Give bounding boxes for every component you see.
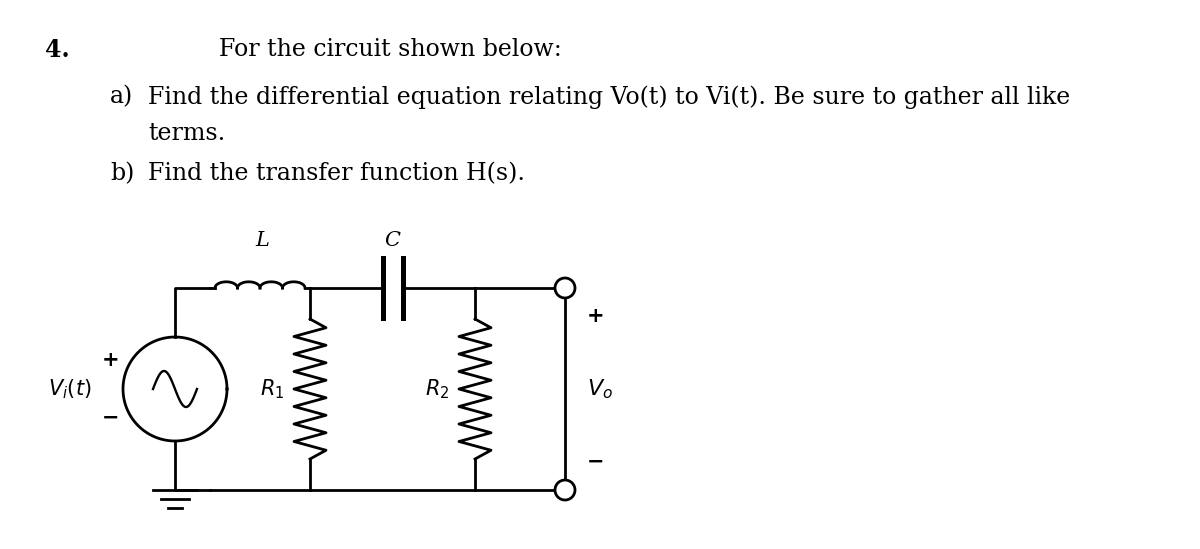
Text: $R_2$: $R_2$ [425, 377, 449, 401]
Text: $V_o$: $V_o$ [587, 377, 613, 401]
Text: a): a) [110, 85, 133, 108]
Text: −: − [587, 452, 605, 472]
Text: b): b) [110, 162, 134, 185]
Text: L: L [256, 231, 270, 249]
Circle shape [554, 278, 575, 298]
Text: $V_i(t)$: $V_i(t)$ [48, 377, 91, 401]
Text: −: − [102, 407, 120, 428]
Text: Find the transfer function H(s).: Find the transfer function H(s). [148, 162, 526, 185]
Text: 4.: 4. [46, 38, 70, 62]
Text: Find the differential equation relating Vo(t) to Vi(t). Be sure to gather all li: Find the differential equation relating … [148, 85, 1070, 109]
Text: For the circuit shown below:: For the circuit shown below: [218, 38, 562, 61]
Text: terms.: terms. [148, 122, 226, 145]
Text: $R_1$: $R_1$ [260, 377, 284, 401]
Text: C: C [384, 231, 401, 249]
Circle shape [554, 480, 575, 500]
Text: +: + [587, 306, 605, 326]
Text: +: + [102, 350, 120, 371]
